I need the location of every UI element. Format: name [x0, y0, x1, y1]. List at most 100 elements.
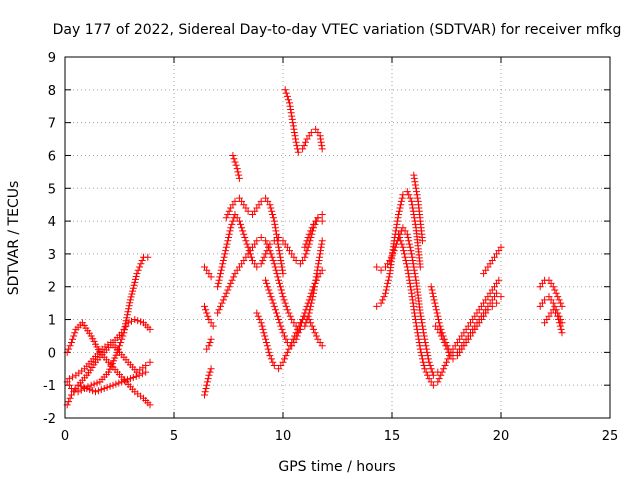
data-point-track-1: [125, 305, 133, 313]
data-point-track-11: [263, 247, 271, 255]
data-point-track-20: [407, 283, 414, 291]
data-point-track-1: [123, 311, 131, 319]
data-point-track-19: [405, 240, 413, 248]
data-point-track-11: [219, 260, 227, 268]
data-point-track-5: [80, 383, 88, 391]
data-point-track-18: [397, 201, 405, 209]
data-point-track-19: [419, 322, 426, 330]
data-point-track-15: [294, 329, 302, 337]
data-point-track-14: [270, 362, 278, 369]
data-point-track-24: [497, 243, 505, 251]
data-point-track-22: [427, 283, 435, 291]
data-point-track-9: [206, 339, 214, 346]
data-point-track-20: [437, 371, 445, 379]
data-point-track-18: [380, 293, 388, 301]
data-point-track-18: [395, 207, 403, 215]
data-point-track-15: [302, 306, 310, 314]
data-point-track-11: [238, 224, 246, 232]
data-point-track-14: [312, 332, 320, 340]
data-point-track-12: [224, 211, 232, 218]
data-point-track-17: [305, 230, 313, 238]
data-point-track-18: [379, 296, 387, 304]
x-tick-label: 10: [275, 429, 292, 444]
data-point-track-20: [440, 365, 448, 373]
data-point-track-27: [555, 316, 563, 323]
data-point-track-10: [275, 276, 283, 284]
data-point-track-11: [214, 279, 222, 287]
data-point-track-10: [273, 270, 281, 278]
data-point-track-3: [69, 373, 77, 381]
data-point-track-22: [434, 312, 442, 320]
data-point-track-16: [283, 92, 291, 100]
data-point-track-10: [230, 273, 238, 281]
data-point-track-11: [246, 250, 254, 258]
data-point-track-16: [287, 106, 295, 113]
data-point-track-19: [404, 234, 412, 241]
data-point-track-10: [221, 293, 229, 301]
x-tick-label: 15: [384, 429, 401, 444]
data-point-track-18: [377, 299, 385, 307]
data-point-track-1: [132, 273, 140, 280]
data-point-track-14: [267, 355, 275, 363]
data-point-track-25: [551, 286, 559, 294]
data-point-track-12: [279, 270, 287, 278]
data-point-track-17: [307, 227, 315, 235]
data-point-track-1: [123, 314, 131, 322]
data-point-track-20: [443, 358, 450, 366]
data-point-track-2: [124, 319, 132, 327]
data-point-track-1: [117, 339, 125, 346]
data-point-track-5: [92, 388, 99, 396]
data-point-track-10: [280, 296, 288, 304]
data-point-track-13: [235, 171, 243, 179]
data-point-track-11: [292, 257, 300, 264]
data-point-track-19: [405, 237, 413, 245]
data-point-track-11: [302, 250, 310, 258]
data-point-track-19: [407, 247, 415, 255]
data-point-track-19: [391, 243, 399, 251]
data-point-track-10: [262, 237, 270, 245]
data-point-track-10: [285, 309, 293, 317]
data-point-track-11: [243, 240, 251, 248]
data-point-track-5: [86, 386, 94, 394]
data-point-track-20: [419, 358, 427, 366]
data-point-track-16: [288, 112, 296, 120]
data-point-track-15: [271, 306, 279, 314]
data-point-track-2: [65, 398, 73, 406]
data-point-track-15: [298, 319, 305, 327]
y-tick-label: 1: [48, 314, 56, 329]
data-point-track-19: [421, 335, 429, 343]
data-point-track-4: [70, 332, 78, 340]
data-point-track-5: [103, 383, 111, 391]
data-point-track-22: [431, 299, 439, 307]
data-point-track-6: [207, 273, 215, 281]
data-point-track-15: [312, 276, 320, 284]
data-point-track-16: [292, 138, 300, 146]
data-point-track-21: [419, 237, 426, 245]
data-point-track-19: [422, 342, 430, 350]
data-point-track-18: [384, 279, 392, 287]
data-point-track-20: [414, 329, 422, 337]
data-point-track-19: [389, 250, 397, 258]
data-point-track-11: [235, 217, 243, 225]
data-point-track-19: [411, 273, 419, 281]
data-point-track-15: [279, 329, 287, 337]
data-point-track-18: [373, 302, 381, 310]
data-point-track-10: [215, 306, 223, 314]
data-point-track-1: [105, 368, 113, 376]
data-point-track-12: [222, 214, 230, 222]
data-point-track-22: [428, 286, 436, 294]
data-point-track-11: [237, 220, 244, 228]
data-point-track-10: [225, 283, 233, 291]
data-point-track-10: [227, 279, 235, 287]
data-point-track-19: [425, 358, 433, 366]
data-point-track-22: [432, 306, 440, 314]
y-tick-label: 4: [48, 215, 56, 230]
data-point-track-21: [414, 194, 422, 202]
data-point-track-25: [558, 302, 566, 310]
data-point-track-12: [268, 207, 276, 215]
data-point-track-19: [373, 263, 381, 271]
data-point-track-23: [439, 335, 447, 343]
data-point-track-18: [383, 283, 391, 291]
